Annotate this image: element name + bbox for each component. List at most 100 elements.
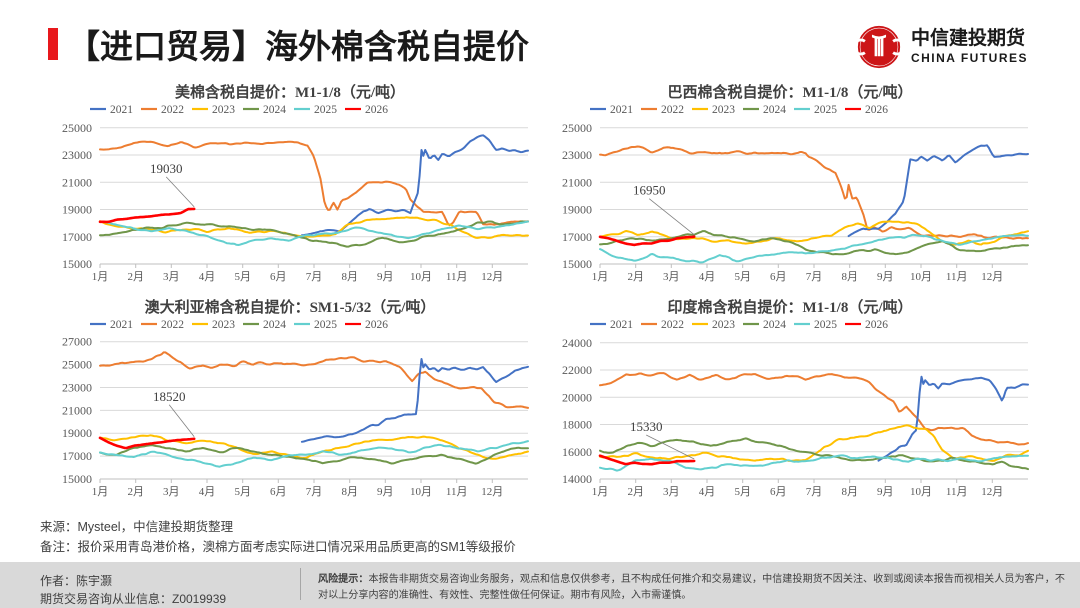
svg-text:15330: 15330 [630,419,663,434]
svg-text:巴西棉含税自提价：M1-1/8（元/吨）: 巴西棉含税自提价：M1-1/8（元/吨） [668,83,913,101]
svg-text:6月: 6月 [270,271,287,283]
svg-text:14000: 14000 [562,472,592,486]
svg-text:15000: 15000 [62,257,92,271]
svg-text:12月: 12月 [481,486,503,498]
svg-text:澳大利亚棉含税自提价：SM1-5/32（元/吨）: 澳大利亚棉含税自提价：SM1-5/32（元/吨） [145,298,436,316]
svg-text:2024: 2024 [263,104,286,116]
svg-text:8月: 8月 [841,486,858,498]
svg-text:19000: 19000 [562,203,592,217]
svg-text:11月: 11月 [946,486,968,498]
svg-text:10月: 10月 [910,271,932,283]
svg-text:12月: 12月 [481,271,503,283]
svg-text:5月: 5月 [734,271,751,283]
svg-text:16950: 16950 [633,183,666,198]
svg-text:21000: 21000 [62,403,92,417]
svg-text:8月: 8月 [341,271,358,283]
svg-text:美棉含税自提价：M1-1/8（元/吨）: 美棉含税自提价：M1-1/8（元/吨） [175,83,405,101]
svg-text:21000: 21000 [562,175,592,189]
svg-text:19000: 19000 [62,203,92,217]
svg-text:2025: 2025 [314,104,337,116]
svg-text:印度棉含税自提价：M1-1/8（元/吨）: 印度棉含税自提价：M1-1/8（元/吨） [668,298,913,316]
svg-text:24000: 24000 [562,336,592,350]
svg-text:12月: 12月 [981,271,1003,283]
svg-text:2月: 2月 [127,486,144,498]
svg-text:2021: 2021 [610,104,633,116]
svg-text:2025: 2025 [814,319,837,331]
svg-text:5月: 5月 [234,271,251,283]
svg-text:2023: 2023 [712,104,735,116]
svg-text:22000: 22000 [562,363,592,377]
svg-text:2026: 2026 [865,104,888,116]
svg-text:17000: 17000 [562,230,592,244]
svg-text:20000: 20000 [562,390,592,404]
svg-text:15000: 15000 [562,257,592,271]
svg-text:8月: 8月 [841,271,858,283]
svg-text:23000: 23000 [62,381,92,395]
svg-text:2月: 2月 [627,271,644,283]
svg-text:21000: 21000 [62,175,92,189]
svg-text:1月: 1月 [92,271,109,283]
svg-text:27000: 27000 [62,335,92,349]
svg-text:4月: 4月 [199,486,216,498]
svg-text:17000: 17000 [62,230,92,244]
svg-text:18520: 18520 [153,389,186,404]
svg-text:1月: 1月 [592,486,609,498]
svg-text:3月: 3月 [663,486,680,498]
svg-text:2025: 2025 [314,319,337,331]
svg-text:4月: 4月 [199,271,216,283]
svg-text:10月: 10月 [910,486,932,498]
svg-text:5月: 5月 [734,486,751,498]
svg-text:2025: 2025 [814,104,837,116]
svg-text:2月: 2月 [127,271,144,283]
svg-text:2022: 2022 [661,104,684,116]
svg-text:4月: 4月 [699,271,716,283]
svg-text:2022: 2022 [661,319,684,331]
svg-text:3月: 3月 [163,486,180,498]
svg-text:2024: 2024 [763,319,786,331]
svg-text:2023: 2023 [212,319,235,331]
svg-text:2024: 2024 [763,104,786,116]
svg-text:15000: 15000 [62,472,92,486]
svg-text:3月: 3月 [663,271,680,283]
svg-text:9月: 9月 [877,271,894,283]
svg-text:2026: 2026 [365,319,388,331]
svg-text:2021: 2021 [610,319,633,331]
svg-text:19000: 19000 [62,426,92,440]
svg-text:9月: 9月 [377,486,394,498]
svg-text:5月: 5月 [234,486,251,498]
svg-text:10月: 10月 [410,271,432,283]
svg-text:2026: 2026 [865,319,888,331]
svg-text:7月: 7月 [306,271,323,283]
svg-text:16000: 16000 [562,445,592,459]
svg-text:2021: 2021 [110,319,133,331]
svg-text:23000: 23000 [62,148,92,162]
svg-text:1月: 1月 [92,486,109,498]
svg-text:17000: 17000 [62,449,92,463]
svg-text:18000: 18000 [562,418,592,432]
svg-text:4月: 4月 [699,486,716,498]
svg-text:7月: 7月 [806,486,823,498]
svg-text:9月: 9月 [377,271,394,283]
svg-text:2月: 2月 [627,486,644,498]
svg-text:1月: 1月 [592,271,609,283]
svg-text:6月: 6月 [270,486,287,498]
svg-text:3月: 3月 [163,271,180,283]
svg-text:2026: 2026 [365,104,388,116]
svg-text:6月: 6月 [770,486,787,498]
svg-text:2021: 2021 [110,104,133,116]
svg-text:25000: 25000 [562,121,592,135]
svg-text:2023: 2023 [712,319,735,331]
svg-text:7月: 7月 [806,271,823,283]
svg-text:19030: 19030 [150,161,183,176]
svg-text:25000: 25000 [62,121,92,135]
svg-text:7月: 7月 [306,486,323,498]
svg-text:6月: 6月 [770,271,787,283]
svg-text:11月: 11月 [446,486,468,498]
svg-text:9月: 9月 [877,486,894,498]
svg-text:2022: 2022 [161,104,184,116]
svg-text:12月: 12月 [981,486,1003,498]
svg-text:10月: 10月 [410,486,432,498]
svg-text:23000: 23000 [562,148,592,162]
svg-text:2023: 2023 [212,104,235,116]
svg-text:2024: 2024 [263,319,286,331]
